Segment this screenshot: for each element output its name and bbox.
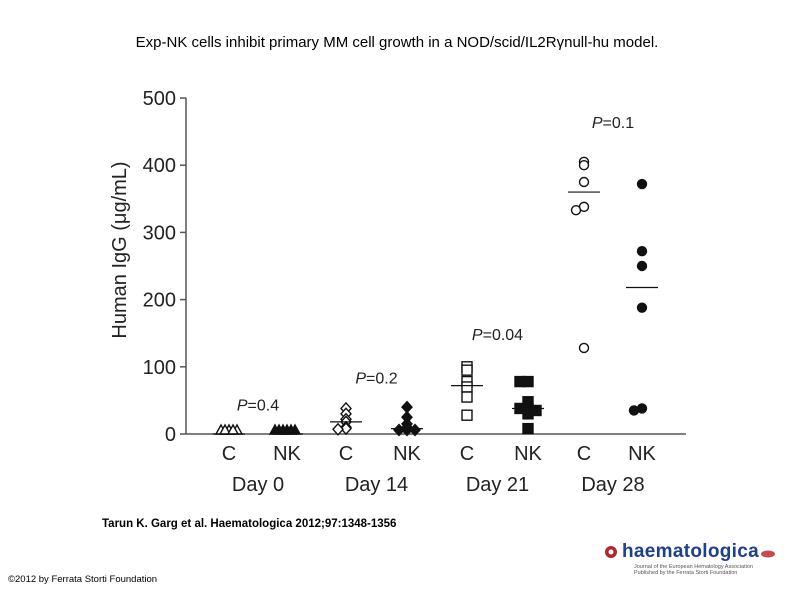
slide-title: Exp-NK cells inhibit primary MM cell gro…	[135, 34, 659, 51]
p-value-annotation: P=0.2	[355, 371, 397, 388]
x-category-label: C	[460, 443, 474, 465]
p-value-annotation: P=0.1	[592, 115, 634, 132]
data-point	[461, 364, 473, 376]
y-tick-label: 400	[143, 155, 176, 177]
data-point	[332, 422, 344, 436]
data-point	[461, 391, 473, 403]
y-tick-label: 0	[165, 424, 176, 446]
p-value-annotation: P=0.04	[472, 327, 523, 344]
data-point	[628, 405, 640, 416]
data-point	[636, 178, 648, 190]
x-category-label: NK	[514, 443, 542, 465]
data-point	[570, 205, 582, 216]
axes	[180, 97, 686, 435]
data-point	[578, 176, 590, 188]
y-tick-label: 500	[143, 88, 176, 110]
x-group-label: Day 0	[232, 474, 284, 496]
logo-subtext: Journal of the European Hematology Assoc…	[634, 564, 753, 576]
data-point	[522, 408, 534, 420]
data-point	[578, 159, 590, 171]
y-tick-label: 300	[143, 222, 176, 244]
x-category-label: C	[339, 443, 353, 465]
data-point	[461, 381, 473, 393]
y-axis-label: Human IgG (μg/mL)	[109, 161, 131, 338]
data-point	[636, 260, 648, 272]
data-point	[522, 422, 534, 435]
x-category-label: NK	[273, 443, 301, 465]
y-tick-label: 100	[143, 357, 176, 379]
foundation-icon	[761, 550, 775, 558]
x-group-label: Day 21	[466, 474, 529, 496]
axis-labels: 0 100 200 300 400 500 Human IgG (μg/mL) C NK Day …	[109, 88, 657, 496]
copyright: ©2012 by Ferrata Storti Foundation	[8, 574, 158, 585]
logo-wordmark: haematologica	[622, 541, 759, 562]
x-group-label: Day 28	[581, 474, 644, 496]
citation: Tarun K. Garg et al. Haematologica 2012;…	[102, 518, 397, 530]
y-tick-label: 200	[143, 290, 176, 312]
x-category-label: NK	[393, 443, 421, 465]
data-point	[636, 302, 648, 313]
x-group-label: Day 14	[345, 474, 408, 496]
data-points	[213, 156, 658, 437]
p-value-annotation: P=0.4	[237, 397, 279, 414]
x-category-label: C	[577, 443, 591, 465]
journal-logo-icon	[605, 546, 617, 558]
data-point	[636, 246, 648, 257]
haematologica-logo: haematologica Journal of the European He…	[604, 541, 780, 577]
data-point	[461, 409, 473, 421]
data-point	[340, 422, 352, 436]
data-point	[578, 342, 590, 354]
x-category-label: NK	[628, 443, 656, 465]
data-point	[514, 375, 526, 388]
x-category-label: C	[222, 443, 236, 465]
